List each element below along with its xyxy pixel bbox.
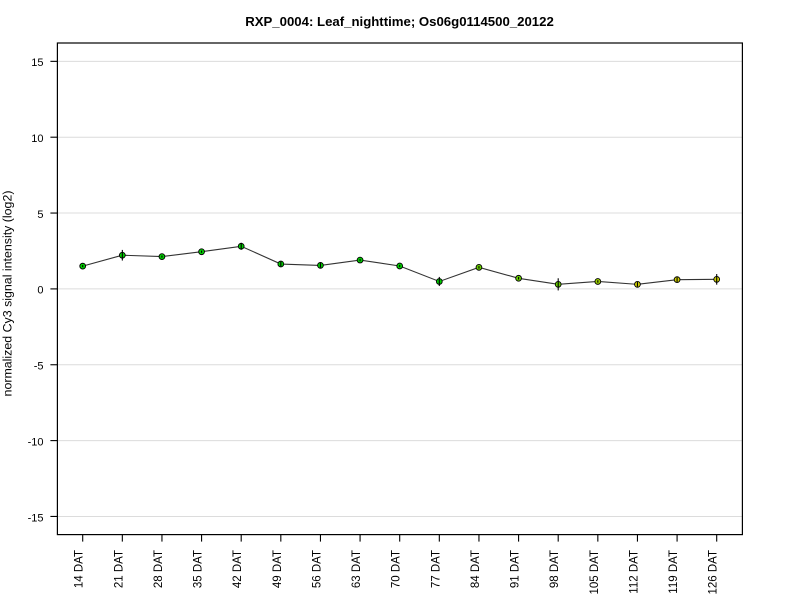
svg-text:119 DAT: 119 DAT: [668, 550, 680, 594]
svg-text:15: 15: [31, 57, 43, 69]
svg-text:56 DAT: 56 DAT: [311, 550, 323, 588]
svg-text:normalized Cy3 signal intensit: normalized Cy3 signal intensity (log2): [1, 191, 15, 397]
svg-text:10: 10: [31, 133, 43, 145]
svg-text:35 DAT: 35 DAT: [193, 550, 205, 588]
svg-text:5: 5: [37, 209, 43, 221]
svg-text:-10: -10: [28, 436, 44, 448]
svg-text:0: 0: [37, 285, 43, 297]
svg-text:-15: -15: [28, 512, 44, 524]
svg-text:105 DAT: 105 DAT: [589, 550, 601, 595]
svg-text:14 DAT: 14 DAT: [74, 550, 86, 588]
svg-text:77 DAT: 77 DAT: [430, 550, 442, 588]
svg-text:21 DAT: 21 DAT: [113, 550, 125, 588]
svg-text:98 DAT: 98 DAT: [549, 550, 561, 588]
svg-text:RXP_0004: Leaf_nighttime; Os06: RXP_0004: Leaf_nighttime; Os06g0114500_2…: [245, 14, 554, 29]
svg-text:63 DAT: 63 DAT: [351, 550, 363, 588]
svg-text:112 DAT: 112 DAT: [628, 550, 640, 594]
svg-text:28 DAT: 28 DAT: [153, 550, 165, 588]
svg-text:42 DAT: 42 DAT: [232, 550, 244, 588]
svg-text:126 DAT: 126 DAT: [708, 550, 720, 595]
svg-text:91 DAT: 91 DAT: [510, 550, 522, 588]
svg-text:70 DAT: 70 DAT: [391, 550, 403, 588]
svg-text:-5: -5: [34, 361, 44, 373]
svg-text:84 DAT: 84 DAT: [470, 550, 482, 588]
svg-text:49 DAT: 49 DAT: [272, 550, 284, 588]
